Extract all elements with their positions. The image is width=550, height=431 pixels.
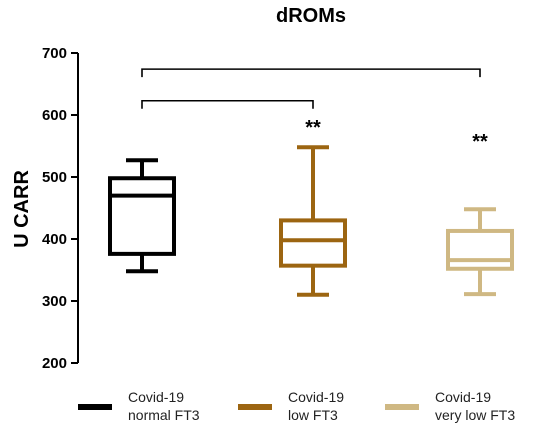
iqr-box [108, 176, 176, 256]
legend-label-line1: Covid-19 [435, 389, 491, 405]
y-tick-label: 300 [42, 293, 67, 310]
y-tick-label: 500 [42, 169, 67, 186]
box-group [108, 158, 176, 274]
significance-marker: ** [472, 131, 488, 153]
box-series [108, 145, 514, 297]
legend-label-line1: Covid-19 [288, 389, 344, 405]
legend-label-line1: Covid-19 [128, 389, 184, 405]
legend-item: Covid-19 low FT3 [238, 389, 344, 423]
box-group [279, 145, 347, 297]
legend-item: Covid-19 normal FT3 [78, 389, 200, 423]
legend-item: Covid-19 very low FT3 [385, 389, 515, 423]
iqr-box [446, 228, 514, 271]
comparison-bracket [141, 68, 481, 78]
box-group [446, 207, 514, 297]
y-tick-label: 200 [42, 355, 67, 372]
y-axis-label: U CARR [11, 170, 33, 248]
legend-label-line2: very low FT3 [435, 407, 515, 423]
legend-swatch [385, 404, 419, 410]
comparison-brackets [141, 68, 481, 109]
legend-swatch [238, 404, 272, 410]
comparison-bracket [141, 99, 314, 109]
significance-marker: ** [305, 117, 321, 139]
y-tick-label: 600 [42, 107, 67, 124]
significance-markers: ** ** [305, 117, 488, 153]
chart-title: dROMs [276, 5, 346, 27]
axes: 200 300 400 500 600 700 [42, 45, 79, 372]
y-tick-label: 400 [42, 231, 67, 248]
legend-label-line2: normal FT3 [128, 407, 200, 423]
iqr-box [279, 218, 347, 268]
legend-label-line2: low FT3 [288, 407, 338, 423]
y-tick-label: 700 [42, 45, 67, 62]
legend-swatch [78, 404, 112, 410]
